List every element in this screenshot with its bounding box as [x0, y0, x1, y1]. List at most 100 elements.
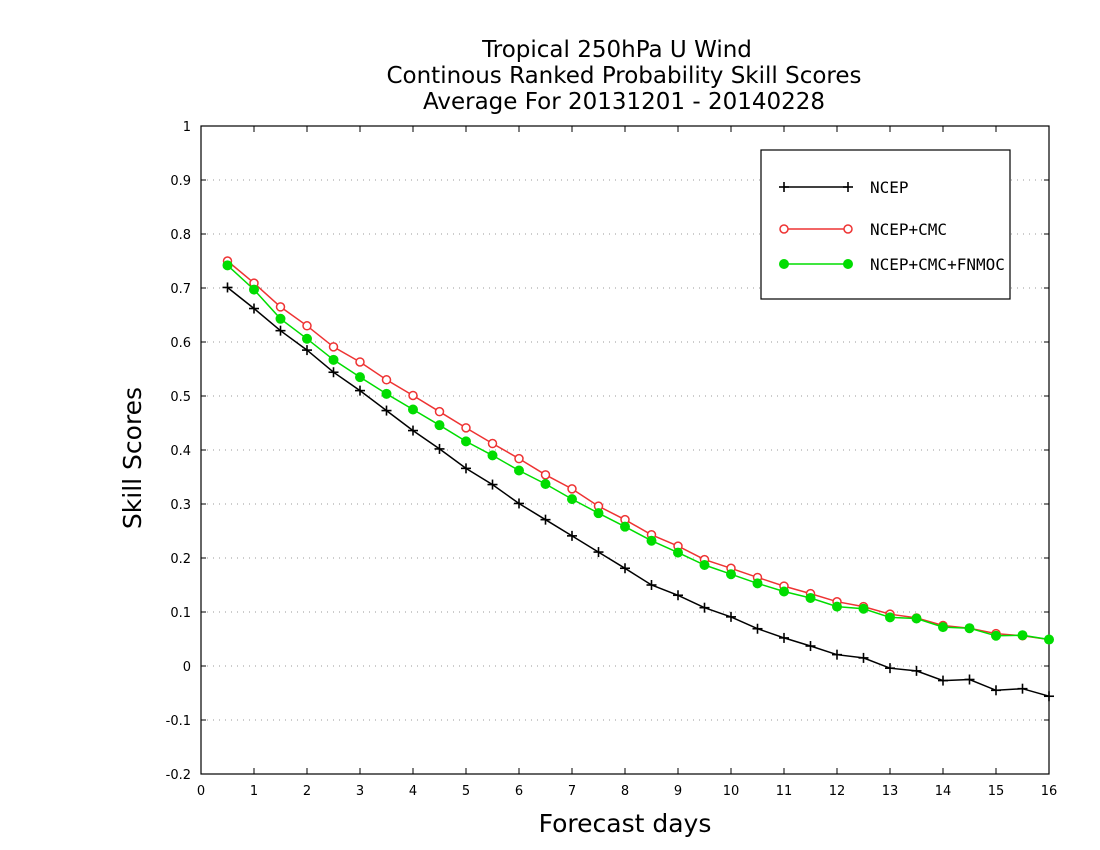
data-point-ncep: [620, 563, 630, 574]
data-point-ncep: [408, 425, 418, 436]
x-tick-label: 6: [515, 784, 523, 799]
data-point-ncep-cmc-fnmoc: [699, 560, 710, 571]
y-tick-label: 0.6: [170, 336, 191, 351]
data-point-ncep-cmc-fnmoc: [249, 284, 259, 295]
data-point-ncep-cmc-fnmoc: [991, 630, 1001, 641]
legend-box: [760, 149, 1011, 300]
x-tick-label: 8: [621, 784, 629, 799]
data-point-ncep-cmc-fnmoc: [938, 622, 948, 633]
data-point-ncep: [514, 498, 524, 509]
data-point-ncep-cmc: [381, 375, 392, 385]
data-point-ncep: [567, 530, 577, 541]
series-ncep-cmc-fnmoc: [222, 260, 1054, 645]
data-point-ncep-cmc-fnmoc: [964, 623, 975, 634]
data-point-ncep: [434, 443, 445, 454]
data-point-ncep-cmc-fnmoc: [752, 578, 763, 589]
x-tick-label: 12: [829, 784, 846, 799]
data-point-ncep-cmc: [275, 302, 286, 312]
data-point-ncep-cmc: [567, 484, 577, 494]
x-tick-label: 1: [250, 784, 258, 799]
series-line-ncep: [227, 286, 1050, 697]
data-point-ncep: [805, 641, 816, 652]
legend-marker: [779, 224, 789, 234]
data-point-ncep: [487, 479, 498, 490]
x-tick-label: 16: [1041, 784, 1058, 799]
data-point-ncep: [752, 623, 763, 634]
data-point-ncep: [540, 514, 551, 525]
data-point-ncep-cmc-fnmoc: [222, 260, 233, 271]
data-point-ncep: [302, 345, 312, 356]
data-point-ncep-cmc: [328, 342, 339, 352]
x-tick-label: 11: [776, 784, 793, 799]
data-point-ncep-cmc-fnmoc: [434, 420, 445, 431]
chart-title: Tropical 250hPa U Wind Continous Ranked …: [386, 37, 861, 115]
x-tick-label: 15: [988, 784, 1005, 799]
legend-label: NCEP+CMC+FNMOC: [870, 255, 1005, 274]
y-axis-label: Skill Scores: [118, 387, 147, 529]
legend-label: NCEP: [870, 178, 909, 197]
data-point-ncep-cmc-fnmoc: [540, 479, 551, 490]
y-tick-label: 1: [183, 120, 191, 135]
data-point-ncep: [991, 685, 1001, 696]
data-point-ncep-cmc: [355, 357, 365, 367]
data-point-ncep: [911, 665, 922, 676]
series-ncep-cmc: [222, 256, 1054, 645]
data-point-ncep-cmc: [302, 321, 312, 331]
data-point-ncep-cmc-fnmoc: [1044, 634, 1054, 645]
data-point-ncep-cmc-fnmoc: [514, 465, 524, 476]
data-point-ncep: [885, 663, 895, 674]
data-point-ncep: [275, 325, 286, 336]
title-line-3: Average For 20131201 - 20140228: [423, 89, 825, 115]
data-point-ncep-cmc-fnmoc: [275, 313, 286, 324]
data-point-ncep: [461, 463, 471, 474]
data-point-ncep: [964, 674, 975, 685]
data-point-ncep-cmc-fnmoc: [858, 603, 869, 614]
legend-item-ncep: NCEP: [779, 178, 909, 197]
y-tick-label: -0.2: [166, 768, 191, 783]
data-point-ncep-cmc-fnmoc: [302, 333, 312, 344]
y-tick-label: 0.4: [170, 444, 191, 459]
data-point-ncep: [222, 282, 233, 293]
y-tick-label: 0.9: [170, 174, 191, 189]
x-tick-label: 2: [303, 784, 311, 799]
data-point-ncep: [938, 675, 948, 686]
y-tick-label: 0: [183, 660, 191, 675]
y-tick-label: 0.1: [170, 606, 191, 621]
data-point-ncep: [779, 632, 789, 643]
data-point-ncep-cmc-fnmoc: [673, 547, 683, 558]
data-point-ncep-cmc-fnmoc: [487, 450, 498, 461]
x-tick-label: 4: [409, 784, 417, 799]
x-tick-label: 10: [723, 784, 740, 799]
data-point-ncep-cmc-fnmoc: [381, 388, 392, 399]
data-point-ncep-cmc: [487, 438, 498, 449]
data-point-ncep-cmc-fnmoc: [461, 436, 471, 447]
data-point-ncep-cmc-fnmoc: [593, 508, 604, 519]
legend-item-ncep-cmc-fnmoc: NCEP+CMC+FNMOC: [779, 255, 1005, 274]
data-point-ncep-cmc-fnmoc: [567, 494, 577, 505]
data-point-ncep-cmc-fnmoc: [646, 535, 657, 546]
data-point-ncep-cmc-fnmoc: [408, 404, 418, 415]
data-point-ncep: [355, 385, 365, 396]
legend-marker: [843, 182, 853, 192]
data-point-ncep-cmc-fnmoc: [885, 612, 895, 623]
data-point-ncep: [673, 590, 683, 601]
data-point-ncep: [699, 602, 710, 613]
x-tick-label: 7: [568, 784, 576, 799]
data-point-ncep-cmc: [434, 406, 445, 417]
data-point-ncep-cmc-fnmoc: [1017, 630, 1028, 641]
title-line-2: Continous Ranked Probability Skill Score…: [386, 63, 861, 89]
series-line-ncep-cmc-fnmoc: [226, 264, 1050, 641]
x-tick-label: 13: [882, 784, 899, 799]
data-point-ncep-cmc: [540, 470, 551, 480]
y-tick-label: 0.5: [170, 390, 191, 405]
legend-marker: [843, 224, 853, 234]
legend-item-ncep-cmc: NCEP+CMC: [779, 220, 947, 239]
data-point-ncep: [381, 405, 392, 416]
data-point-ncep: [1017, 683, 1028, 694]
data-point-ncep: [646, 580, 657, 590]
data-point-ncep-cmc-fnmoc: [779, 586, 789, 597]
data-point-ncep-cmc-fnmoc: [355, 372, 365, 383]
data-point-ncep: [593, 547, 604, 558]
axis-ticks: -0.2-0.100.10.20.30.40.50.60.70.80.910 1 2…: [166, 120, 1058, 799]
